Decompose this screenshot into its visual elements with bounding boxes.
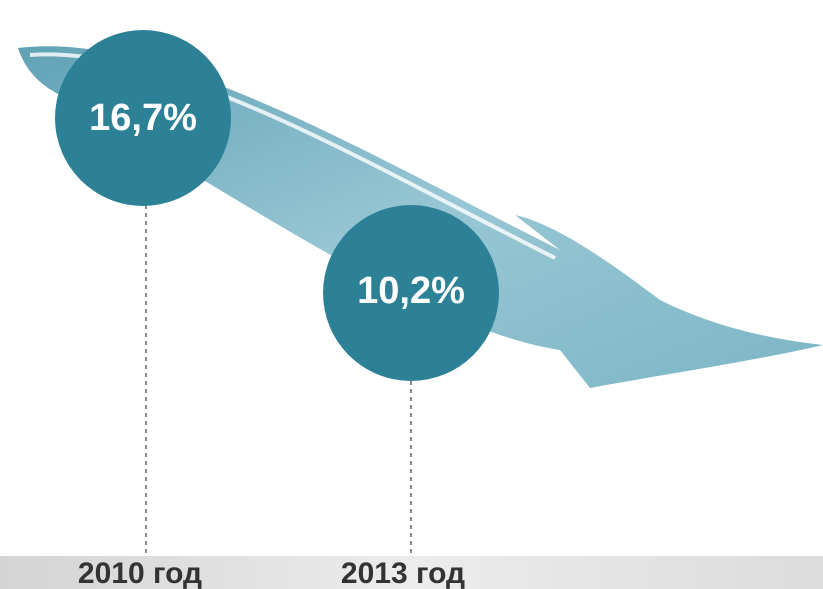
year-label: 2010 год <box>78 557 202 589</box>
value-label: 10,2% <box>357 270 465 312</box>
infographic: 16,7% 10,2% 2010 год 2013 год <box>0 0 823 589</box>
value-label: 16,7% <box>89 97 197 139</box>
year-label: 2013 год <box>341 557 465 589</box>
